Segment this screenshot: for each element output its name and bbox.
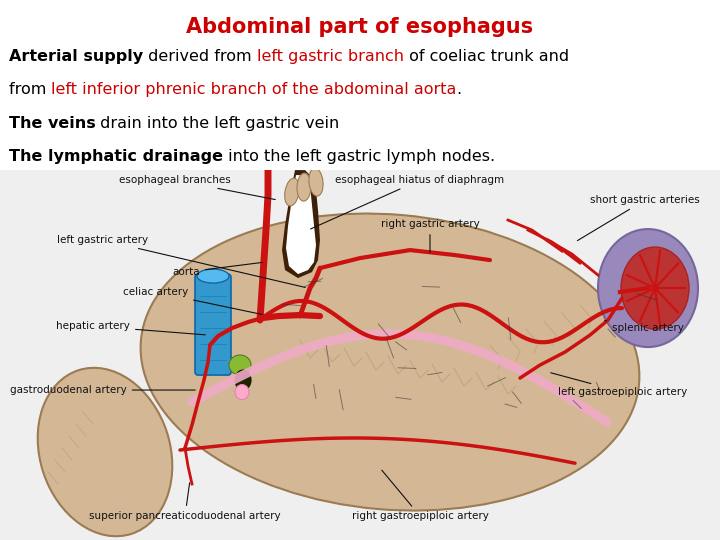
PathPatch shape <box>286 175 316 274</box>
Ellipse shape <box>297 173 311 201</box>
Ellipse shape <box>235 384 249 400</box>
Text: aorta: aorta <box>172 262 262 277</box>
Text: Arterial supply: Arterial supply <box>9 49 143 64</box>
Text: left gastric branch: left gastric branch <box>256 49 403 64</box>
Text: left inferior phrenic branch of the abdominal aorta: left inferior phrenic branch of the abdo… <box>51 82 456 97</box>
Text: hepatic artery: hepatic artery <box>56 321 205 335</box>
Text: left gastroepiploic artery: left gastroepiploic artery <box>551 373 688 397</box>
Text: right gastroepiploic artery: right gastroepiploic artery <box>351 470 488 521</box>
Ellipse shape <box>309 168 323 196</box>
Text: The veins: The veins <box>9 116 95 131</box>
Text: superior pancreaticoduodenal artery: superior pancreaticoduodenal artery <box>89 483 281 521</box>
Text: derived from: derived from <box>143 49 256 64</box>
Ellipse shape <box>197 269 229 283</box>
Text: Abdominal part of esophagus: Abdominal part of esophagus <box>186 17 534 37</box>
Text: esophageal hiatus of diaphragm: esophageal hiatus of diaphragm <box>310 175 505 229</box>
Text: esophageal branches: esophageal branches <box>119 175 275 200</box>
Ellipse shape <box>235 370 251 390</box>
Ellipse shape <box>37 368 172 536</box>
Text: short gastric arteries: short gastric arteries <box>577 195 700 241</box>
Ellipse shape <box>598 229 698 347</box>
Ellipse shape <box>229 355 251 375</box>
Text: into the left gastric lymph nodes.: into the left gastric lymph nodes. <box>222 149 495 164</box>
Text: The lymphatic drainage: The lymphatic drainage <box>9 149 222 164</box>
PathPatch shape <box>282 170 320 278</box>
Text: right gastric artery: right gastric artery <box>381 219 480 252</box>
Text: .: . <box>456 82 462 97</box>
Text: celiac artery: celiac artery <box>122 287 262 314</box>
Text: drain into the left gastric vein: drain into the left gastric vein <box>95 116 340 131</box>
Text: from: from <box>9 82 51 97</box>
Text: of coeliac trunk and: of coeliac trunk and <box>403 49 569 64</box>
Text: gastroduodenal artery: gastroduodenal artery <box>10 385 195 395</box>
Ellipse shape <box>284 178 300 206</box>
Text: splenic artery: splenic artery <box>605 321 684 333</box>
Text: left gastric artery: left gastric artery <box>57 235 305 287</box>
Ellipse shape <box>140 213 639 510</box>
Ellipse shape <box>621 247 689 329</box>
FancyBboxPatch shape <box>195 274 231 375</box>
